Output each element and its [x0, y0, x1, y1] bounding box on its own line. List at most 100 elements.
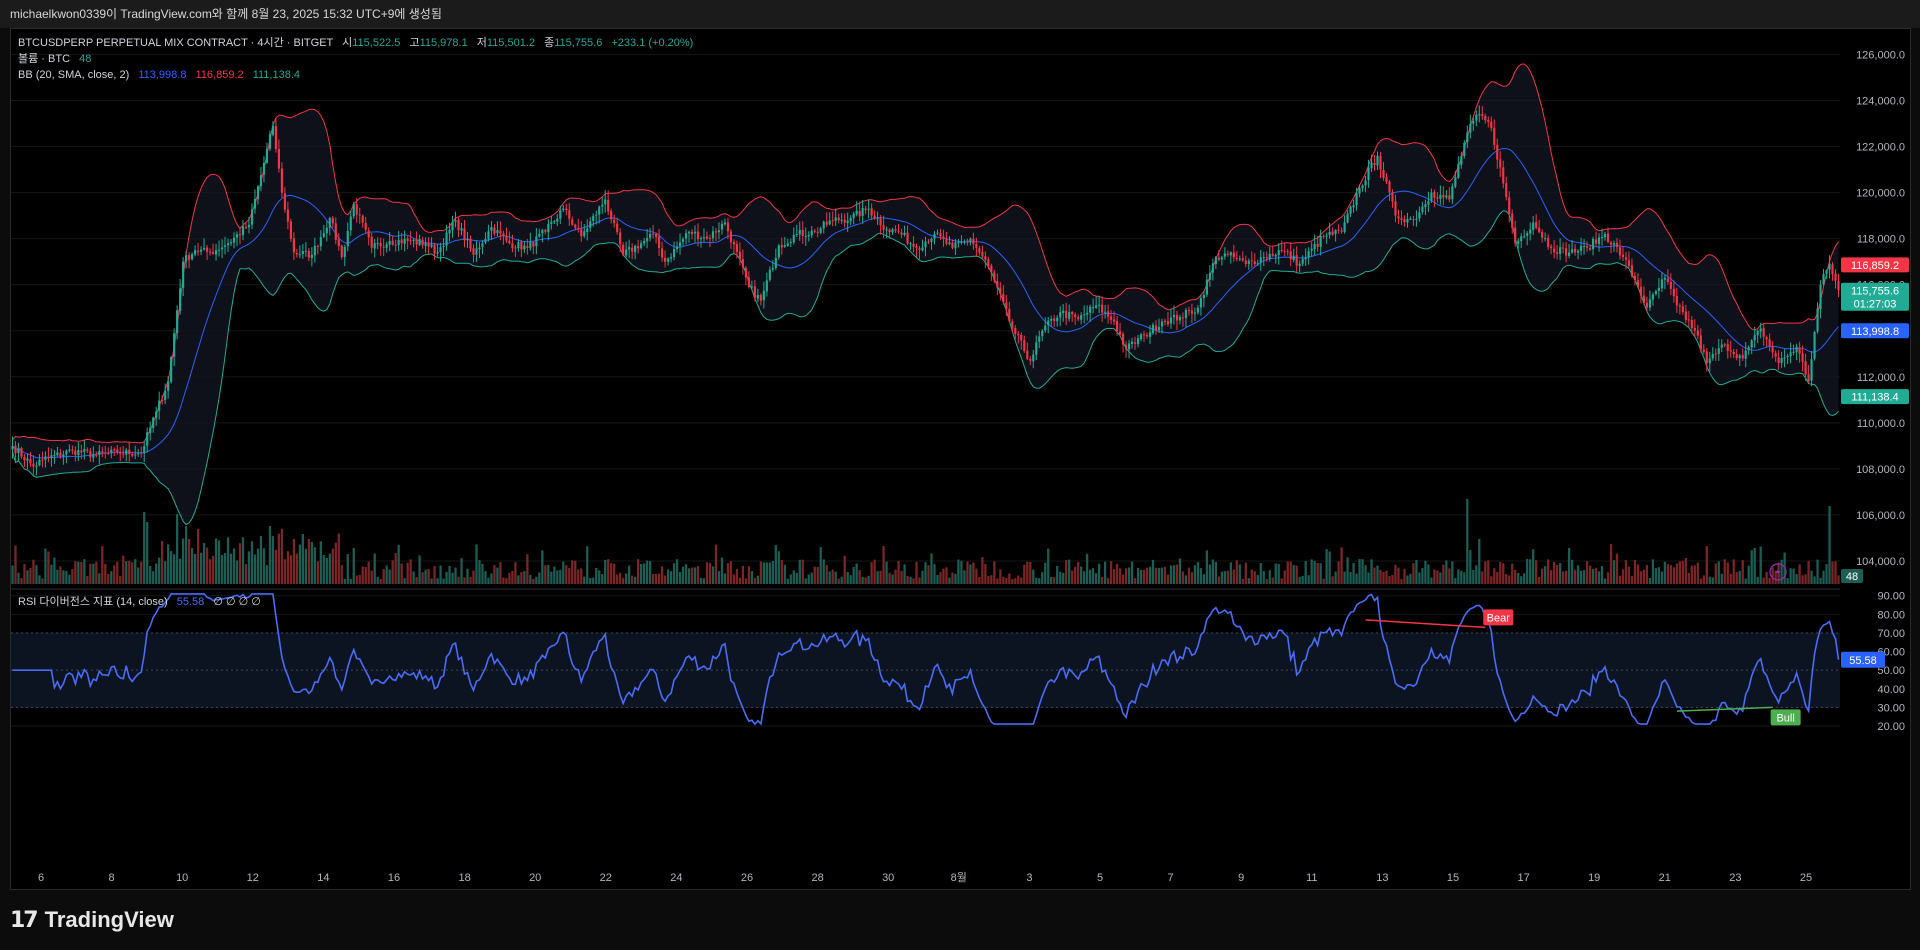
candle-body [717, 230, 721, 233]
volume-bar [987, 576, 990, 584]
candle-body [1445, 195, 1448, 198]
candle-body [675, 246, 679, 250]
volume-bar [999, 569, 1002, 584]
time-tick: 7 [1168, 872, 1174, 884]
volume-bar [1825, 564, 1828, 584]
lightning-icon[interactable] [1769, 563, 1787, 581]
candle-body [1340, 230, 1343, 232]
candle-body [1612, 243, 1616, 245]
volume-bar [1367, 572, 1370, 584]
candle-body [1547, 237, 1550, 247]
svg-text:BTCUSDPERP PERPETUAL MIX CONTR: BTCUSDPERP PERPETUAL MIX CONTRACT · 4시간 … [18, 36, 693, 49]
rsi-band [11, 632, 1840, 708]
candle-body [472, 248, 475, 255]
volume-bar [1175, 564, 1179, 584]
rsi-tick: 70.00 [1877, 628, 1905, 640]
volume-bar [400, 563, 403, 584]
volume-bar [693, 567, 697, 584]
candle-body [1837, 281, 1840, 291]
volume-bar [714, 544, 718, 584]
candle-body [1367, 167, 1370, 180]
candle-body [1777, 357, 1780, 363]
candles[interactable] [11, 105, 1840, 476]
candle-body [211, 252, 215, 254]
candle-body [370, 236, 373, 248]
candle-body [1526, 233, 1529, 236]
price-label-text: 111,138.4 [1851, 392, 1898, 404]
candle-body [1801, 353, 1804, 362]
volume-bar [176, 514, 179, 584]
candle-body [1157, 327, 1161, 331]
candle-body [1514, 227, 1517, 244]
main-legend: BTCUSDPERP PERPETUAL MIX CONTRACT · 4시간 … [18, 36, 693, 81]
candle-body [933, 234, 936, 239]
candle-body [897, 231, 900, 233]
volume-bar [1301, 575, 1304, 584]
candle-body [1639, 286, 1643, 296]
candle-body [361, 215, 364, 223]
volume-bar [1412, 563, 1415, 584]
volume-bar [1050, 577, 1053, 584]
volume-bar [783, 564, 786, 584]
tradingview-logo-icon: 17 [10, 907, 39, 933]
chart-frame[interactable]: Bear Bull 126,000.0 124,000.0 122,000.0 120,… [10, 28, 1911, 890]
candle-body [523, 245, 526, 250]
candle-body [1753, 335, 1756, 341]
candle-body [810, 230, 813, 236]
candle-body [1250, 260, 1253, 262]
time-axis[interactable]: 6 8 10 12 14 16 18 20 22 24 26 28 30 8월 3 5 7 9 11 13 15 17 19… [38, 871, 1812, 884]
volume-bar [1011, 579, 1014, 584]
candle-body [640, 243, 643, 249]
volume-bar [164, 561, 167, 584]
volume-bar [1624, 560, 1628, 584]
volume-bar [879, 570, 882, 584]
candle-body [409, 240, 412, 242]
price-label-basis [1841, 323, 1909, 339]
candle-body [77, 450, 80, 455]
candle-body [1298, 263, 1301, 266]
candle-body [1130, 341, 1134, 344]
candle-body [792, 235, 795, 243]
candle-body [1472, 121, 1475, 124]
price-axis[interactable]: 126,000.0 124,000.0 122,000.0 120,000.0 118,… [1840, 29, 1910, 889]
volume-bar [559, 569, 562, 584]
volume-bar [1439, 572, 1442, 584]
candle-body [1651, 294, 1654, 300]
candle-body [427, 242, 430, 247]
volume-bar [1609, 544, 1613, 584]
volume-bar [750, 571, 754, 584]
volume-bar [1657, 567, 1661, 584]
time-tick: 22 [600, 872, 612, 884]
candle-body [592, 215, 595, 222]
candle-body [607, 199, 610, 212]
candle-body [1825, 270, 1828, 274]
rsi-line [12, 593, 1840, 726]
candle-body [714, 231, 718, 233]
candle-body [35, 465, 38, 467]
candle-body [1798, 347, 1801, 354]
tradingview-logo[interactable]: 17 TradingView [10, 900, 174, 940]
candle-body [448, 229, 451, 234]
volume-bar [1603, 578, 1607, 584]
candle-body [50, 455, 53, 458]
chart-svg[interactable]: Bear Bull 126,000.0 124,000.0 122,000.0 120,… [11, 29, 1910, 889]
volume-bar [89, 563, 92, 584]
candle-body [1475, 114, 1478, 121]
volume-bar [535, 576, 538, 584]
volume-bar [1735, 572, 1738, 584]
candle-body [505, 235, 508, 241]
volume-bar [409, 559, 412, 584]
candle-body [205, 247, 209, 252]
candle-body [44, 456, 47, 460]
volume-bar [678, 572, 682, 584]
time-tick: 25 [1800, 872, 1812, 884]
candle-body [1202, 295, 1205, 299]
volume-bar [771, 561, 774, 584]
candle-body [993, 272, 996, 281]
rsi-pane[interactable]: Bear Bull [11, 593, 1840, 726]
volume-bar [1612, 560, 1616, 584]
rsi-legend-value: 55.58 [177, 596, 205, 608]
candle-body [789, 242, 792, 244]
candle-body [1469, 124, 1472, 133]
volume-bar [95, 561, 98, 584]
